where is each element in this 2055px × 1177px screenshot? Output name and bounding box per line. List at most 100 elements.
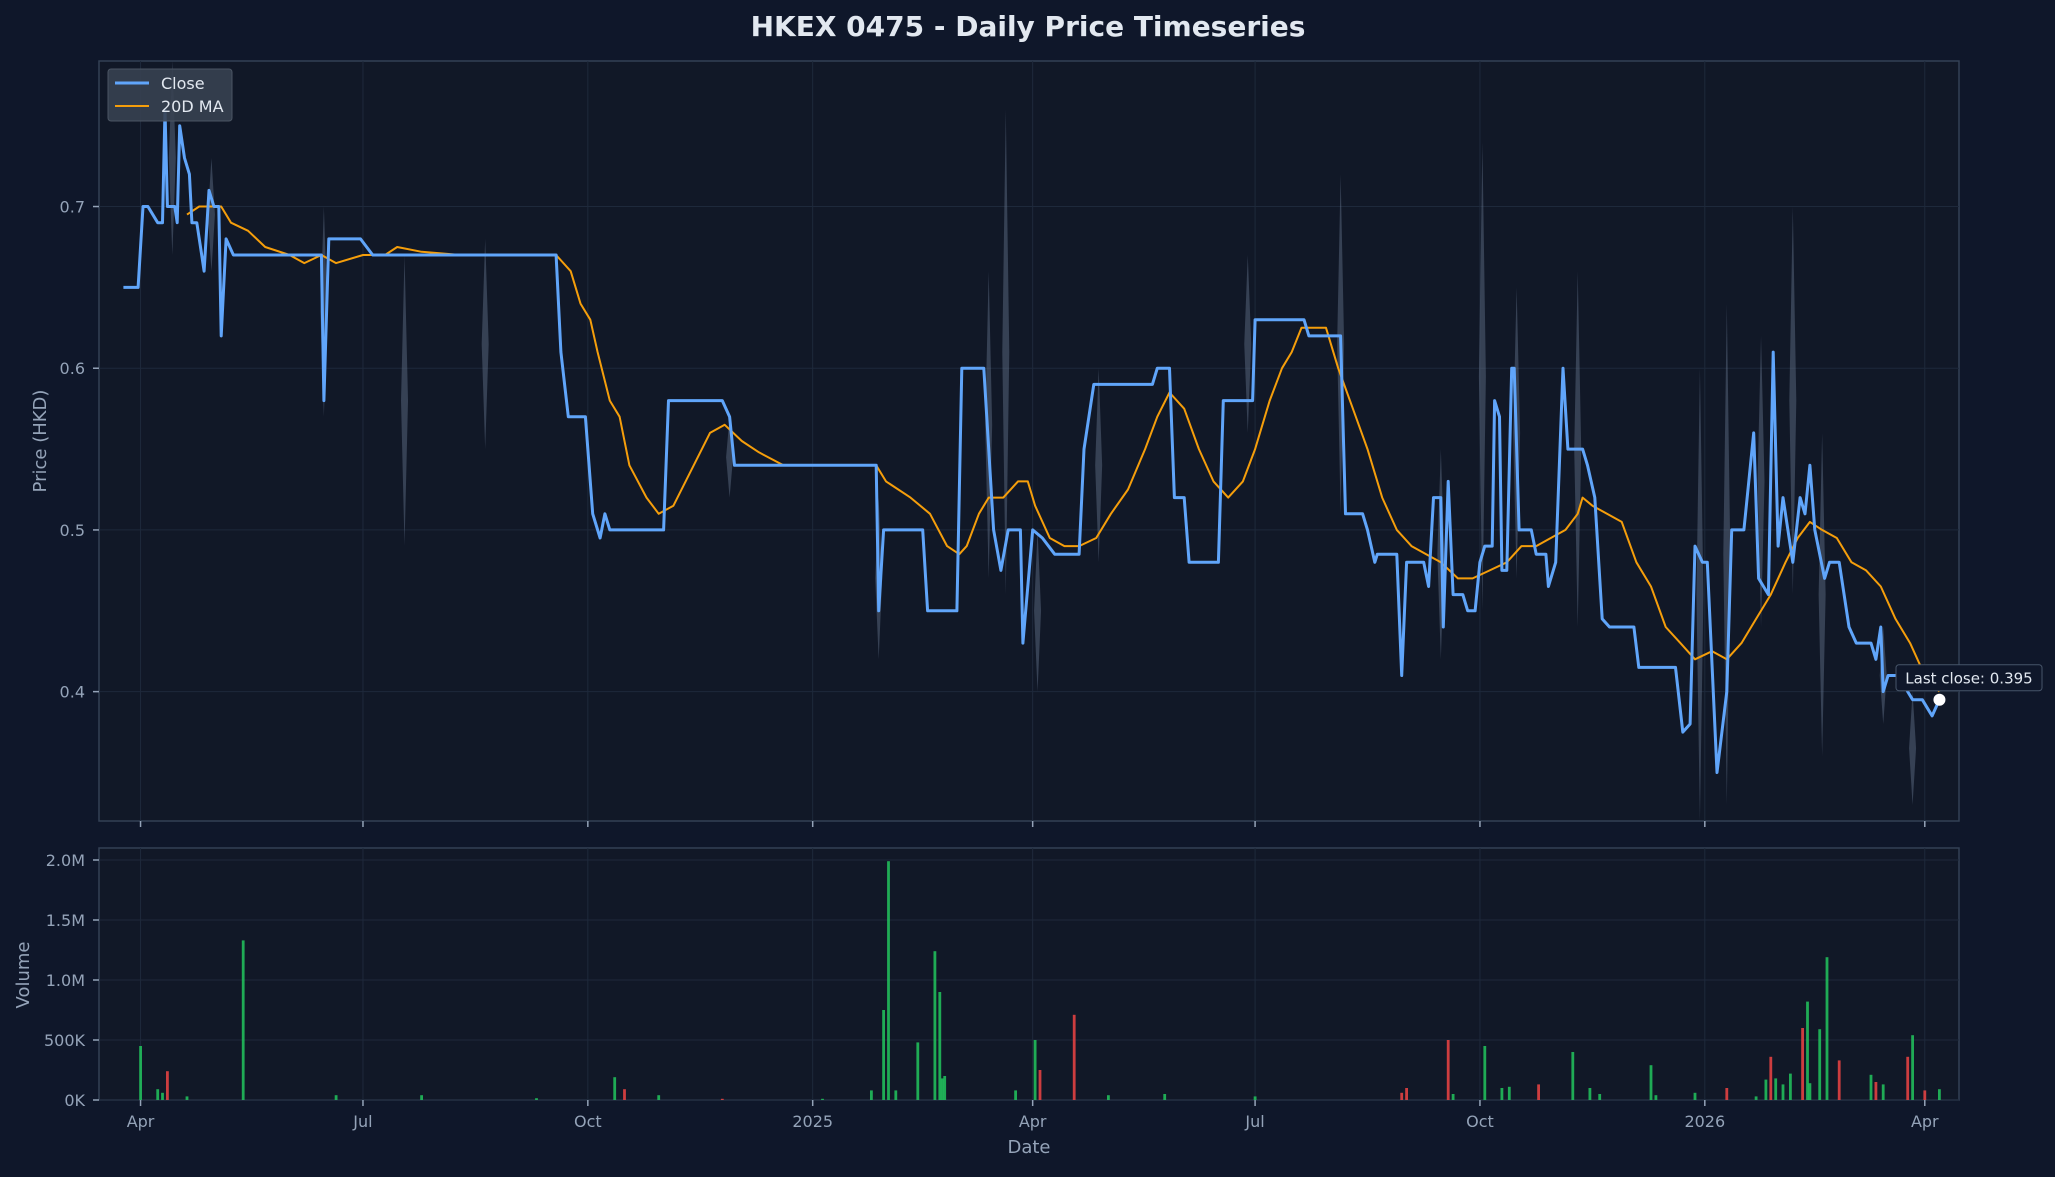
series-line-20d-ma	[186, 205, 1941, 693]
price-grid	[99, 61, 1959, 821]
price-range-spike	[401, 255, 409, 547]
volume-bar	[1649, 1065, 1653, 1100]
volume-bar	[139, 1046, 142, 1100]
volume-bar	[613, 1077, 617, 1100]
price-range-spike	[1757, 335, 1765, 627]
price-range-spike	[1696, 368, 1704, 821]
volume-bar	[1769, 1056, 1773, 1100]
x-axis-label: Date	[1007, 1137, 1050, 1158]
volume-bar	[156, 1089, 160, 1100]
last-close-marker-group: Last close: 0.395	[1895, 664, 2043, 706]
volume-bar	[1693, 1092, 1697, 1100]
price-range-spike	[1818, 432, 1826, 757]
volume-bar	[1764, 1079, 1768, 1100]
volume-bar	[1874, 1082, 1878, 1100]
price-range-spike	[1909, 691, 1917, 805]
volume-bar	[1571, 1052, 1575, 1100]
legend-label-close: Close	[161, 74, 205, 93]
price-x-tick-marks	[139, 821, 1926, 827]
volume-bar	[1789, 1073, 1792, 1100]
volume-bar	[166, 1071, 169, 1100]
price-range-spike	[1478, 141, 1486, 611]
volume-y-tick-label: 1.0M	[46, 971, 85, 990]
volume-bars	[139, 861, 1941, 1100]
volume-bar	[657, 1095, 661, 1100]
volume-bar	[1881, 1084, 1885, 1100]
volume-bar	[933, 951, 937, 1100]
legend: Close 20D MA	[107, 68, 233, 122]
x-tick-label: Oct	[574, 1112, 602, 1131]
volume-bar	[1906, 1056, 1910, 1100]
volume-y-tick-label: 0K	[64, 1091, 85, 1110]
volume-bar	[1911, 1035, 1914, 1100]
volume-bar	[161, 1092, 164, 1100]
volume-bar	[940, 1078, 944, 1100]
price-range-spike	[1789, 206, 1797, 595]
price-panel: 0.4 0.5 0.6 0.7 Last close: 0.395 Price (HK…	[30, 60, 2043, 827]
volume-bar	[1400, 1092, 1404, 1100]
price-y-tick-label: 0.7	[60, 198, 85, 217]
price-range-spike	[1034, 529, 1042, 692]
last-close-label: Last close: 0.395	[1905, 670, 2032, 688]
volume-y-tick-label: 1.5M	[46, 911, 85, 930]
volume-bar	[943, 1076, 947, 1100]
volume-bar	[1163, 1094, 1167, 1100]
volume-bar	[1825, 957, 1829, 1100]
volume-bar	[1072, 1014, 1076, 1100]
volume-bar	[1818, 1029, 1822, 1100]
price-range-spike	[1002, 109, 1010, 595]
volume-bar	[1107, 1095, 1110, 1100]
volume-bar	[1598, 1094, 1602, 1100]
volume-bar	[1801, 1028, 1804, 1100]
volume-bar	[938, 992, 942, 1100]
volume-bar	[1038, 1070, 1042, 1100]
x-tick-label: Apr	[127, 1112, 155, 1131]
volume-bar	[535, 1098, 538, 1100]
date-x-axis: Apr Jul Oct 2025 Apr Jul Oct 2026 Apr	[127, 1100, 1939, 1131]
price-range-spike	[207, 158, 215, 272]
price-range-spike	[1244, 255, 1252, 433]
price-y-tick-label: 0.6	[60, 359, 85, 378]
volume-y-tick-label: 500K	[44, 1031, 86, 1050]
volume-bar	[887, 861, 890, 1100]
volume-bar	[1500, 1088, 1504, 1100]
volume-bar	[870, 1090, 873, 1100]
volume-bar	[1253, 1096, 1257, 1100]
x-tick-label: Oct	[1466, 1112, 1494, 1131]
volume-bar	[821, 1098, 824, 1100]
volume-grid	[99, 848, 1959, 1101]
volume-bar	[1774, 1078, 1778, 1100]
volume-bar	[1405, 1088, 1408, 1100]
volume-bar	[1869, 1074, 1873, 1100]
x-tick-label: Jul	[352, 1112, 372, 1131]
x-tick-label: Apr	[1019, 1112, 1047, 1131]
price-y-tick-label: 0.5	[60, 521, 85, 540]
volume-bar	[623, 1089, 626, 1100]
volume-bar	[916, 1042, 920, 1100]
volume-bar	[1754, 1096, 1758, 1100]
legend-label-ma: 20D MA	[161, 97, 224, 116]
volume-bar	[1033, 1040, 1037, 1100]
volume-bar	[241, 940, 245, 1100]
volume-bar	[1938, 1089, 1941, 1100]
volume-bar	[1537, 1084, 1540, 1100]
volume-bar	[1654, 1095, 1658, 1100]
price-panel-background	[98, 60, 1960, 822]
volume-panel-background	[98, 847, 1960, 1101]
price-y-tick-label: 0.4	[60, 683, 85, 702]
volume-bar	[1808, 1083, 1812, 1100]
volume-bar	[1806, 1001, 1809, 1100]
volume-bar	[1483, 1046, 1487, 1100]
volume-y-axis: 0K 500K 1.0M 1.5M 2.0M	[44, 851, 99, 1110]
price-y-axis: 0.4 0.5 0.6 0.7	[60, 198, 99, 702]
volume-bar	[1446, 1040, 1450, 1100]
x-tick-label: 2025	[792, 1112, 833, 1131]
volume-bar	[1725, 1088, 1729, 1100]
volume-bar	[1837, 1060, 1841, 1100]
volume-bar	[720, 1098, 724, 1100]
x-tick-label: Jul	[1244, 1112, 1264, 1131]
volume-bar	[882, 1010, 885, 1100]
volume-bar	[334, 1095, 338, 1100]
